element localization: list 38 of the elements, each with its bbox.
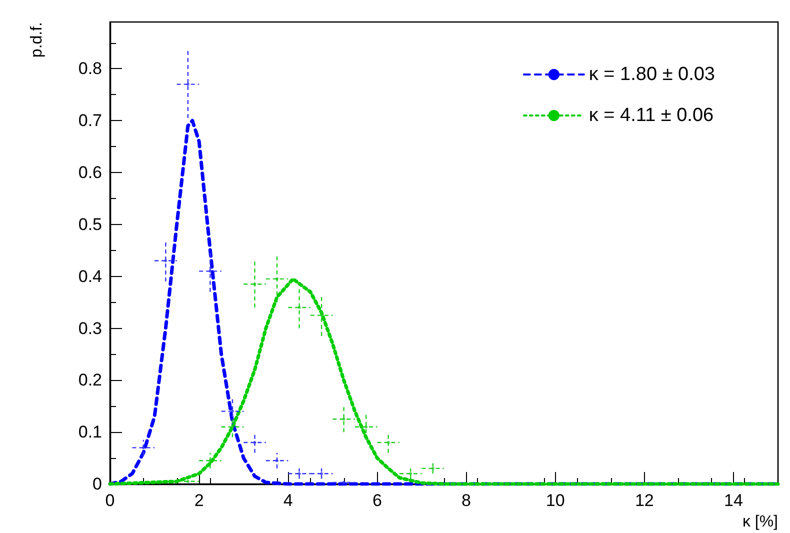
y-tick-label: 0.2: [78, 370, 102, 390]
point: [320, 472, 324, 476]
x-tick-label: 2: [194, 491, 204, 510]
legend-label: κ = 1.80 ± 0.03: [588, 64, 716, 85]
point: [208, 270, 212, 273]
y-axis-title: p.d.f.: [28, 22, 46, 58]
x-tick-label: 0: [105, 491, 115, 510]
x-axis-title: κ [%]: [742, 514, 778, 530]
y-tick-label: 0.5: [78, 214, 102, 234]
point: [276, 459, 278, 462]
point: [208, 459, 212, 462]
point: [298, 306, 301, 310]
legend-label: κ = 4.11 ± 0.06: [588, 105, 714, 126]
x-tick-label: 8: [462, 491, 471, 510]
point: [186, 82, 190, 86]
point: [142, 446, 145, 450]
x-tick-label: 12: [634, 491, 654, 510]
y-tick-label: 0.8: [78, 59, 102, 78]
point: [386, 440, 390, 444]
y-tick-label: 0.7: [78, 111, 102, 130]
point: [230, 410, 234, 413]
y-tick-label: 0.4: [78, 266, 102, 286]
x-tick-label: 10: [546, 491, 565, 510]
point: [253, 282, 256, 286]
point: [298, 472, 301, 476]
y-tick-label: 0: [92, 474, 102, 494]
point: [164, 259, 168, 262]
point: [342, 418, 346, 421]
x-tick-label: 14: [724, 491, 743, 510]
point: [431, 466, 434, 470]
point: [253, 440, 256, 444]
x-tick-label: 6: [372, 491, 382, 510]
y-tick-label: 0.1: [78, 422, 102, 442]
y-tick-label: 0.6: [78, 163, 102, 182]
point: [409, 472, 412, 476]
point: [364, 425, 368, 428]
y-tick-label: 0.3: [78, 318, 102, 338]
x-tick-label: 4: [283, 491, 293, 510]
